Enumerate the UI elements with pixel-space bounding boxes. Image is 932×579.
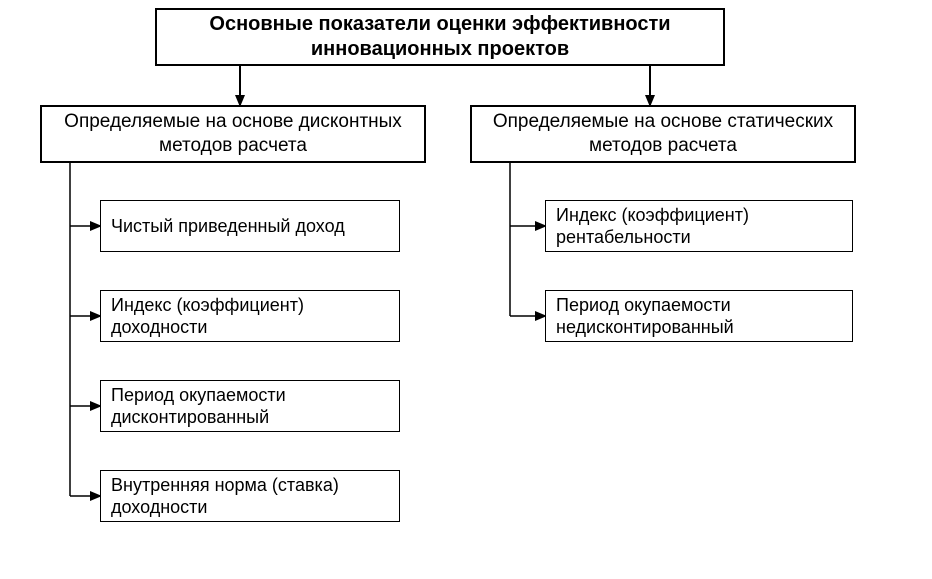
branch-label-left: Определяемые на основе дисконтных методо… xyxy=(52,110,414,158)
item-node-left-0: Чистый приведенный доход xyxy=(100,200,400,252)
item-node-right-1: Период окупаемости недисконтированный xyxy=(545,290,853,342)
item-node-left-3: Внутренняя норма (ставка) доходности xyxy=(100,470,400,522)
root-label: Основные показатели оценки эффективности… xyxy=(167,12,713,62)
diagram-canvas: Основные показатели оценки эффективности… xyxy=(0,0,932,579)
item-label: Внутренняя норма (ставка) доходности xyxy=(111,474,389,519)
item-label: Период окупаемости недисконтированный xyxy=(556,294,842,339)
item-label: Индекс (коэффициент) рентабельности xyxy=(556,204,842,249)
item-label: Индекс (коэффициент) доходности xyxy=(111,294,389,339)
branch-node-left: Определяемые на основе дисконтных методо… xyxy=(40,105,426,163)
item-node-right-0: Индекс (коэффициент) рентабельности xyxy=(545,200,853,252)
branch-label-right: Определяемые на основе статических метод… xyxy=(482,110,844,158)
item-label: Чистый приведенный доход xyxy=(111,215,345,238)
root-node: Основные показатели оценки эффективности… xyxy=(155,8,725,66)
item-node-left-2: Период окупаемости дисконтированный xyxy=(100,380,400,432)
item-label: Период окупаемости дисконтированный xyxy=(111,384,389,429)
item-node-left-1: Индекс (коэффициент) доходности xyxy=(100,290,400,342)
branch-node-right: Определяемые на основе статических метод… xyxy=(470,105,856,163)
